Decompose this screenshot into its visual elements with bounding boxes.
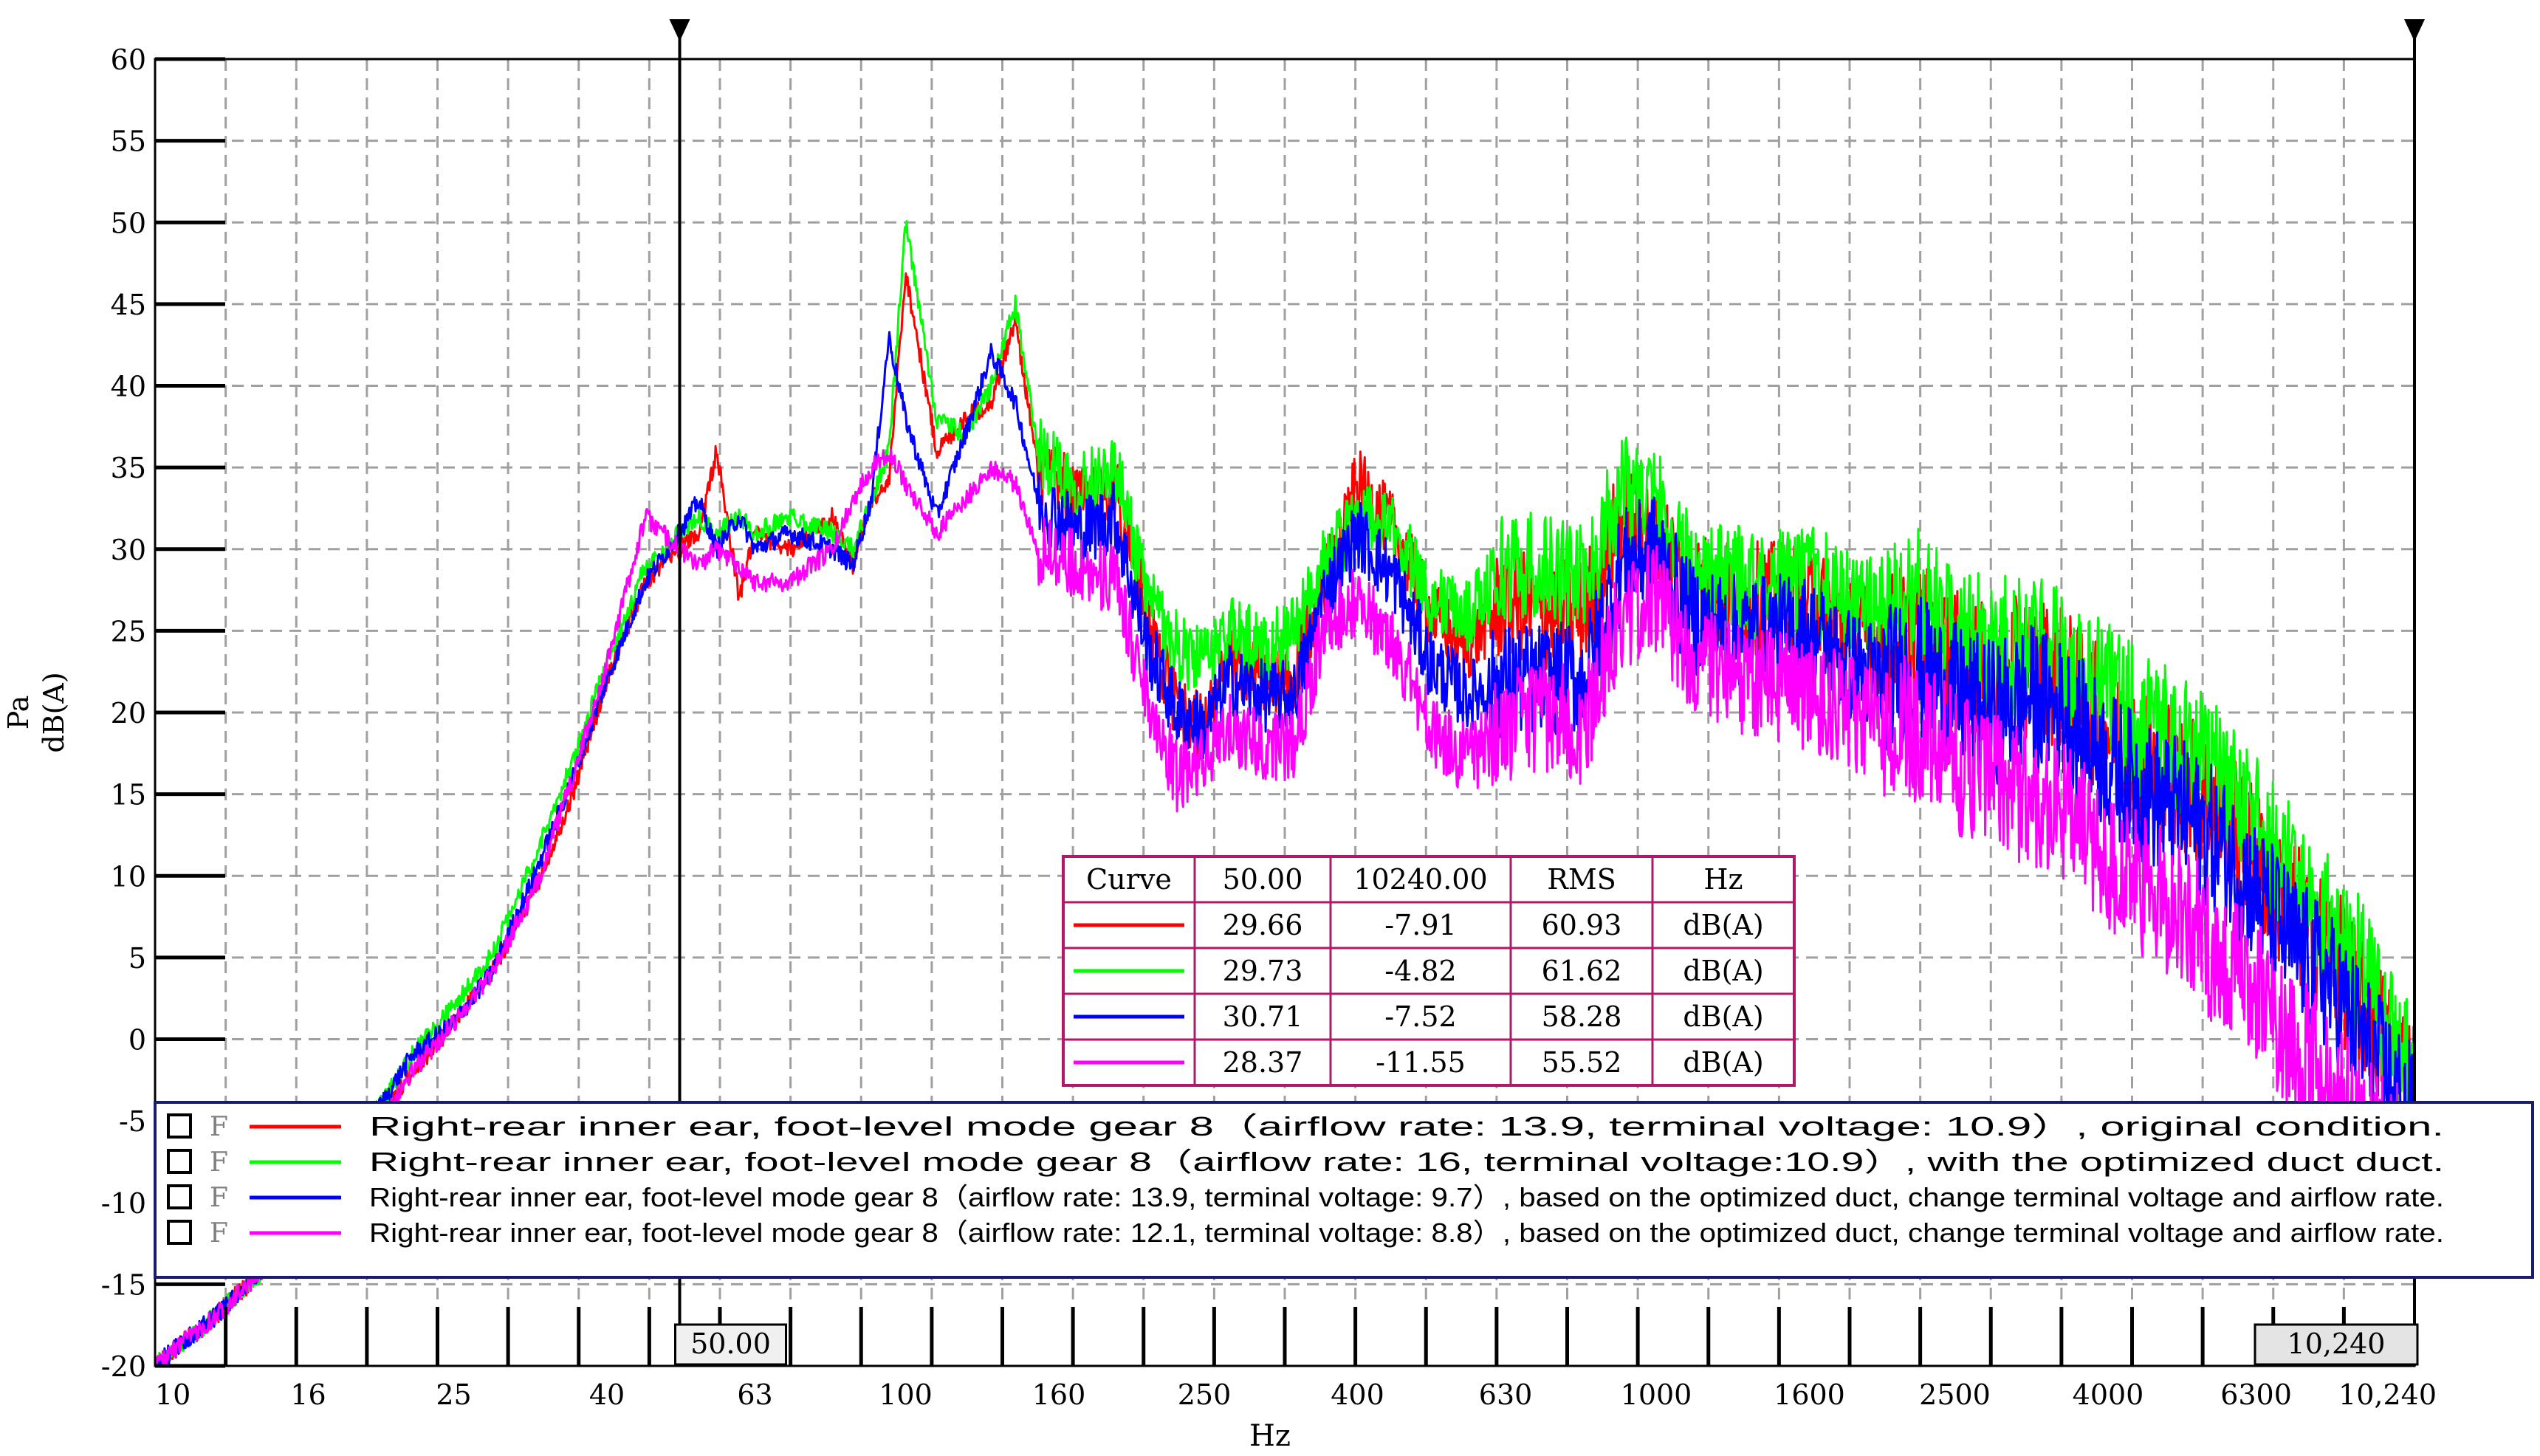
y-tick-label: 45 <box>111 289 146 321</box>
x-tick-label: 400 <box>1331 1378 1384 1411</box>
legend-checkbox-label: F <box>210 1218 228 1249</box>
y-tick-label: 10 <box>111 860 146 893</box>
stats-table-cell: 29.73 <box>1223 955 1303 987</box>
legend-box <box>154 1101 2534 1279</box>
stats-table: Curve 50.00 10240.00 RMS Hz 29.66 -7.91 60.93 dB… <box>1062 855 1796 1087</box>
y-tick-label: 30 <box>111 534 146 566</box>
y-tick-label: 55 <box>111 126 146 158</box>
y-tick-label: 5 <box>128 942 146 975</box>
legend-entry-label: Right-rear inner ear, foot-level mode ge… <box>369 1147 2444 1177</box>
legend-checkbox[interactable] <box>167 1184 192 1209</box>
stats-table-header: Hz <box>1703 863 1743 896</box>
stats-table-cell: 55.52 <box>1542 1046 1622 1079</box>
legend-checkbox-label: F <box>210 1147 228 1178</box>
y-tick-label: -5 <box>119 1105 146 1138</box>
y-tick-label: 20 <box>111 697 146 729</box>
stats-table-cell: dB(A) <box>1683 955 1763 987</box>
y-tick-label: 60 <box>111 44 146 76</box>
y-tick-label: -20 <box>101 1350 146 1383</box>
x-tick-label: 40 <box>589 1378 625 1411</box>
stats-table-cell: dB(A) <box>1683 1046 1763 1079</box>
legend-checkbox-label: F <box>210 1112 228 1142</box>
y-tick-label: 15 <box>111 779 146 811</box>
stats-table-cell: -7.52 <box>1384 1000 1456 1033</box>
x-tick-label: 10,240 <box>2338 1378 2437 1411</box>
stats-table-cell: 28.37 <box>1223 1046 1303 1079</box>
x-tick-label: 25 <box>436 1378 471 1411</box>
x-tick-label: 10 <box>155 1378 190 1411</box>
legend-entry-label: Right-rear inner ear, foot-level mode ge… <box>369 1182 2444 1212</box>
stats-table-header: 10240.00 <box>1353 863 1487 896</box>
y-tick-label: 0 <box>128 1024 146 1057</box>
cursor-handle-icon[interactable] <box>669 19 690 41</box>
x-tick-label: 1000 <box>1621 1378 1692 1411</box>
legend-checkbox[interactable] <box>167 1113 192 1139</box>
cursor-readout-box[interactable] <box>674 1323 788 1366</box>
stats-table-header: Curve <box>1086 863 1172 896</box>
stats-table-cell: 58.28 <box>1542 1000 1622 1033</box>
legend-checkbox[interactable] <box>167 1149 192 1174</box>
x-tick-label: 1600 <box>1774 1378 1845 1411</box>
x-tick-label: 63 <box>737 1378 772 1411</box>
x-tick-label: 630 <box>1479 1378 1533 1411</box>
y-axis-label: Pa <box>2 696 35 730</box>
stats-table-cell: 60.93 <box>1542 909 1622 941</box>
stats-table-cell: dB(A) <box>1683 909 1763 941</box>
stats-table-cell: dB(A) <box>1683 1000 1763 1033</box>
stats-table-cell: 30.71 <box>1223 1000 1303 1033</box>
series-line-3 <box>154 331 2416 1367</box>
stats-table-header: RMS <box>1547 863 1616 896</box>
series-lines <box>154 220 2416 1367</box>
x-tick-label: 100 <box>879 1378 933 1411</box>
x-tick-label: 250 <box>1178 1378 1232 1411</box>
x-tick-label: 6300 <box>2220 1378 2292 1411</box>
stats-table-frame <box>1062 855 1796 1087</box>
legend-entry-label: Right-rear inner ear, foot-level mode ge… <box>369 1111 2444 1141</box>
cursor-readout-box[interactable] <box>2254 1323 2419 1366</box>
legend: F Right-rear inner ear, foot-level mode g… <box>154 1101 2534 1279</box>
y-tick-label: 50 <box>111 207 146 239</box>
stats-table-cell: -7.91 <box>1384 909 1456 941</box>
stats-table-header: 50.00 <box>1223 863 1303 896</box>
x-tick-label: 4000 <box>2073 1378 2144 1411</box>
cursor-readout: 10,240 <box>2287 1328 2386 1360</box>
stats-table-cell: 29.66 <box>1223 909 1303 941</box>
stats-table-cell: -4.82 <box>1384 955 1456 987</box>
legend-checkbox[interactable] <box>167 1220 192 1245</box>
cursor-handle-icon[interactable] <box>2404 19 2425 41</box>
x-axis-label: Hz <box>1249 1419 1291 1453</box>
stats-table-cell: 61.62 <box>1542 955 1622 987</box>
y-tick-label: -10 <box>101 1187 146 1220</box>
y-tick-label: -15 <box>101 1268 146 1301</box>
x-tick-label: 2500 <box>1919 1378 1991 1411</box>
x-tick-label: 160 <box>1032 1378 1086 1411</box>
y-tick-label: 25 <box>111 615 146 648</box>
y-tick-label: 40 <box>111 371 146 403</box>
series-line-4 <box>154 448 2416 1367</box>
legend-checkbox-label: F <box>210 1183 228 1213</box>
stats-table-cell: -11.55 <box>1376 1046 1466 1079</box>
x-tick-label: 16 <box>290 1378 326 1411</box>
y-axis-label: dB(A) <box>38 672 70 752</box>
cursor-readout: 50.00 <box>690 1328 771 1360</box>
y-tick-label: 35 <box>111 452 146 484</box>
legend-entry-label: Right-rear inner ear, foot-level mode ge… <box>369 1218 2444 1248</box>
